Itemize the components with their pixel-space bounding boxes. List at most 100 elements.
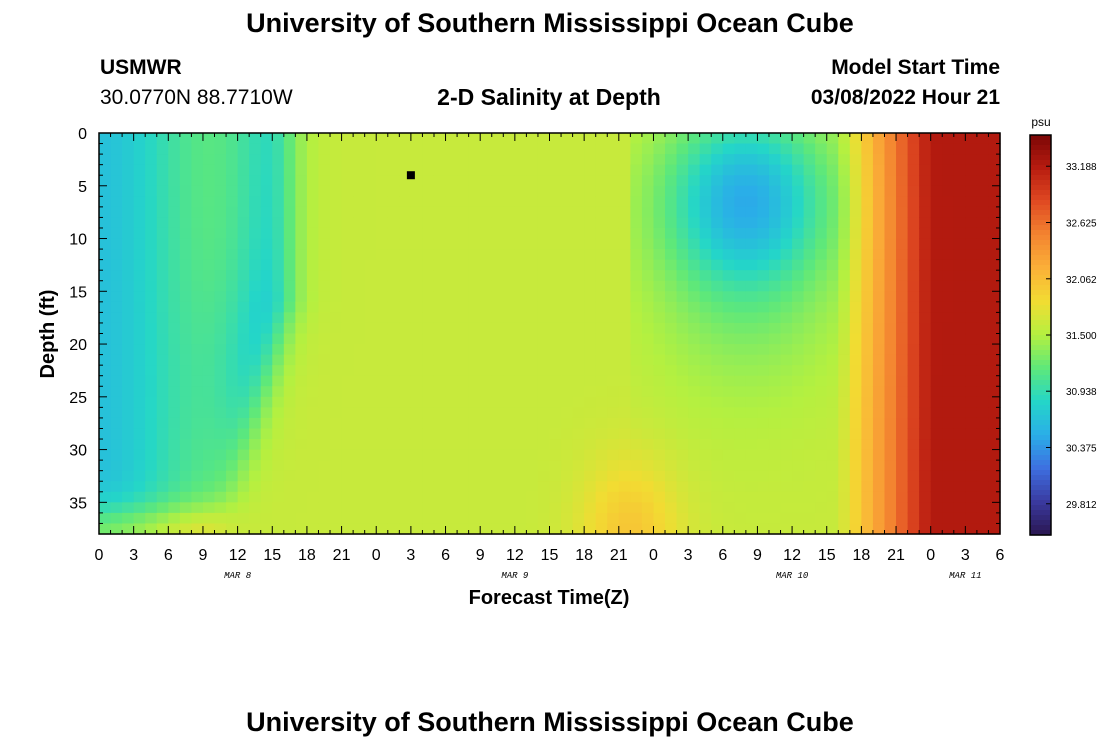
- heatmap-cell: [630, 375, 643, 387]
- heatmap-cell: [861, 428, 874, 440]
- heatmap-cell: [272, 512, 285, 525]
- heatmap-cell: [549, 322, 562, 335]
- heatmap-cell: [584, 312, 597, 324]
- heatmap-cell: [872, 196, 886, 208]
- heatmap-cell: [330, 417, 343, 430]
- heatmap-cell: [722, 164, 735, 176]
- heatmap-cell: [872, 164, 886, 176]
- heatmap-cell: [526, 249, 539, 261]
- heatmap-cell: [237, 322, 250, 335]
- heatmap-cell: [953, 523, 966, 535]
- heatmap-cell: [422, 175, 435, 187]
- heatmap-cell: [595, 491, 608, 503]
- heatmap-cell: [722, 502, 735, 514]
- heatmap-cell: [457, 439, 470, 451]
- heatmap-cell: [792, 344, 805, 356]
- heatmap-cell: [214, 396, 227, 408]
- heatmap-cell: [768, 280, 782, 292]
- heatmap-cell: [318, 344, 331, 356]
- heatmap-cell: [919, 344, 932, 356]
- heatmap-cell: [433, 249, 447, 261]
- heatmap-cell: [665, 301, 678, 313]
- heatmap-cell: [676, 523, 689, 535]
- heatmap-cell: [503, 175, 516, 187]
- heatmap-cell: [849, 238, 862, 250]
- heatmap-cell: [699, 301, 712, 313]
- heatmap-cell: [295, 270, 308, 282]
- heatmap-cell: [953, 417, 966, 430]
- heatmap-cell: [145, 175, 158, 187]
- heatmap-cell: [503, 344, 516, 356]
- heatmap-cell: [468, 164, 481, 176]
- colorbar-segment: [1030, 320, 1051, 326]
- heatmap-cell: [942, 227, 955, 240]
- heatmap-cell: [272, 185, 285, 197]
- heatmap-cell: [272, 280, 285, 292]
- heatmap-cell: [283, 365, 296, 377]
- heatmap-cell: [849, 301, 862, 313]
- heatmap-cell: [283, 417, 296, 430]
- heatmap-cell: [561, 481, 574, 493]
- heatmap-cell: [757, 333, 770, 345]
- heatmap-cell: [122, 460, 135, 472]
- heatmap-cell: [306, 196, 320, 208]
- heatmap-cell: [861, 217, 874, 229]
- x-tick-label: 15: [541, 547, 559, 564]
- heatmap-cell: [387, 206, 400, 219]
- heatmap-cell: [364, 154, 377, 166]
- heatmap-cell: [815, 301, 828, 313]
- heatmap-cell: [641, 270, 655, 282]
- heatmap-cell: [214, 270, 227, 282]
- heatmap-cell: [919, 407, 932, 419]
- heatmap-cell: [99, 417, 112, 430]
- heatmap-cell: [665, 291, 678, 303]
- heatmap-cell: [168, 470, 181, 482]
- heatmap-cell: [549, 280, 562, 292]
- y-tick-label: 20: [69, 337, 87, 354]
- heatmap-cell: [122, 206, 135, 219]
- heatmap-cell: [110, 270, 123, 282]
- heatmap-cell: [191, 386, 204, 398]
- heatmap-cell: [942, 354, 955, 366]
- heatmap-cell: [861, 407, 874, 419]
- heatmap-cell: [306, 460, 320, 472]
- heatmap-cell: [861, 154, 874, 166]
- heatmap-cell: [884, 502, 897, 514]
- heatmap-cell: [410, 460, 424, 472]
- heatmap-cell: [722, 428, 735, 440]
- heatmap-cell: [202, 259, 216, 271]
- heatmap-cell: [907, 143, 920, 155]
- heatmap-cell: [376, 354, 389, 366]
- heatmap-cell: [179, 217, 193, 229]
- heatmap-cell: [803, 280, 816, 292]
- heatmap-cell: [953, 470, 966, 482]
- heatmap-cell: [919, 185, 932, 197]
- heatmap-cell: [953, 439, 966, 451]
- heatmap-cell: [699, 185, 712, 197]
- heatmap-cell: [330, 354, 343, 366]
- heatmap-cell: [896, 481, 909, 493]
- colorbar-segment: [1030, 380, 1051, 386]
- heatmap-cell: [976, 417, 990, 430]
- heatmap-cell: [919, 164, 932, 176]
- heatmap-cell: [838, 417, 851, 430]
- heatmap-cell: [156, 227, 169, 240]
- heatmap-cell: [942, 280, 955, 292]
- heatmap-cell: [618, 206, 631, 219]
- heatmap-cell: [780, 407, 793, 419]
- heatmap-cell: [607, 344, 620, 356]
- heatmap-cell: [387, 344, 400, 356]
- heatmap-cell: [826, 143, 839, 155]
- colorbar-segment: [1030, 215, 1051, 221]
- heatmap-cell: [283, 270, 296, 282]
- heatmap-cell: [191, 217, 204, 229]
- heatmap-cell: [214, 333, 227, 345]
- heatmap-cell: [595, 523, 608, 535]
- heatmap-cell: [133, 259, 146, 271]
- heatmap-cell: [537, 291, 551, 303]
- heatmap-cell: [122, 375, 135, 387]
- heatmap-cell: [930, 523, 943, 535]
- heatmap-cell: [433, 164, 447, 176]
- heatmap-cell: [191, 512, 204, 525]
- heatmap-cell: [861, 164, 874, 176]
